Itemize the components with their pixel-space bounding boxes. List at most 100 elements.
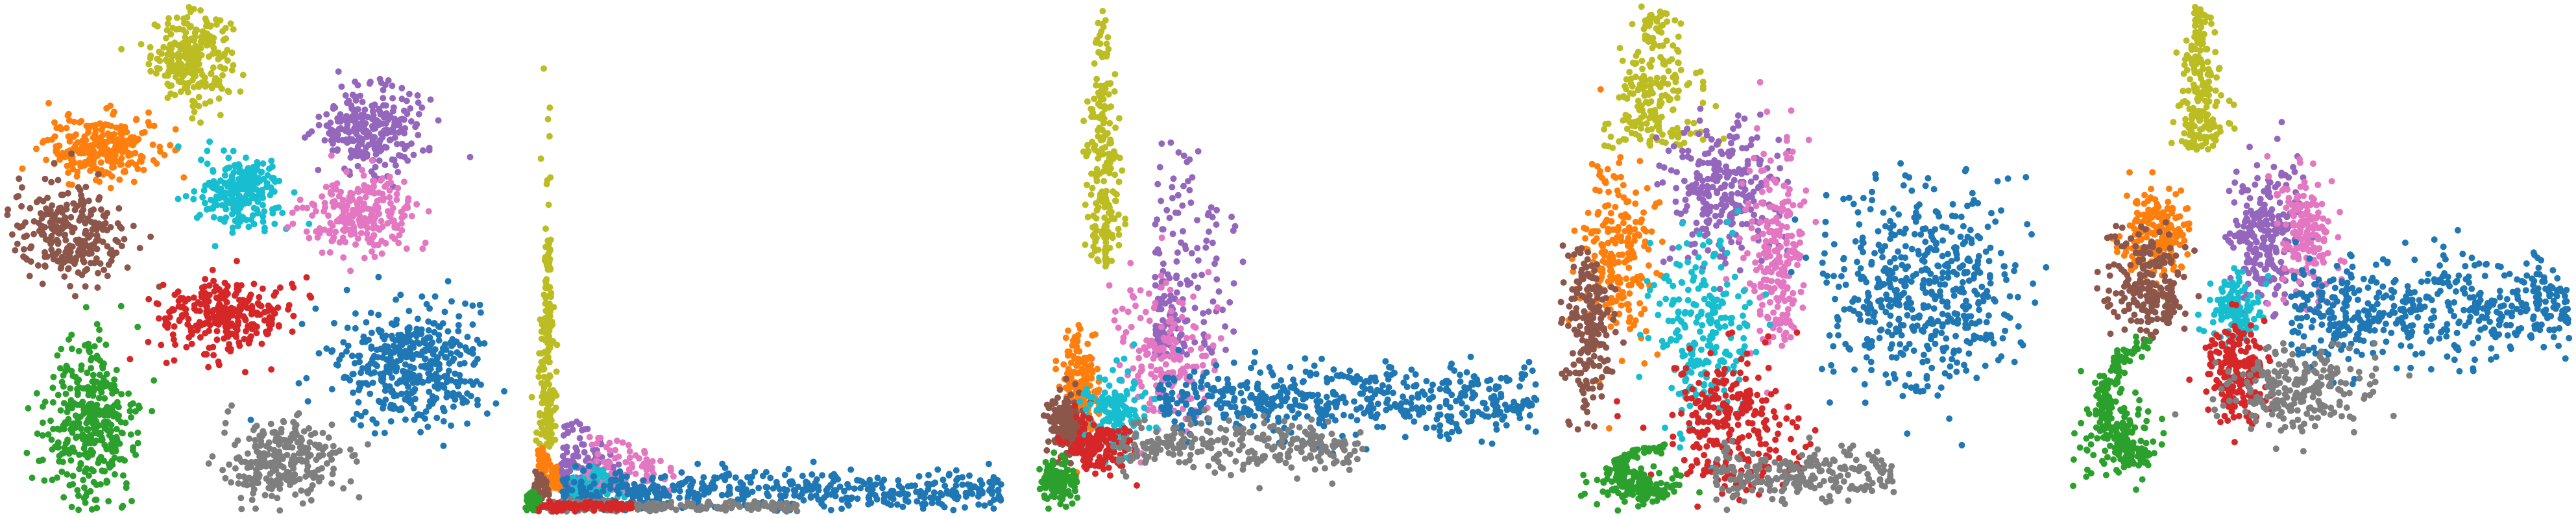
scatter-point (183, 49, 189, 56)
scatter-point (354, 235, 361, 242)
scatter-point (360, 172, 367, 179)
scatter-point (32, 145, 40, 153)
series-2 (19, 99, 188, 191)
scatter-point (540, 389, 547, 396)
scatter-point (808, 471, 816, 478)
scatter-point (1089, 184, 1096, 191)
scatter-point (304, 398, 311, 405)
scatter-point (553, 467, 560, 475)
scatter-point (111, 376, 118, 383)
scatter-point (190, 34, 197, 42)
scatter-point (228, 320, 235, 327)
scatter-point (330, 465, 337, 473)
scatter-point (586, 434, 593, 441)
scatter-point (704, 500, 711, 507)
scatter-point (321, 199, 328, 206)
scatter-point (134, 429, 141, 436)
scatter-point (293, 204, 300, 212)
scatter-point (280, 472, 287, 479)
scatter-point (332, 449, 339, 456)
scatter-point (258, 340, 265, 347)
scatter-point (104, 138, 112, 145)
scatter-point (62, 249, 69, 256)
scatter-point (257, 311, 263, 318)
scatter-point (191, 44, 198, 51)
scatter-point (582, 503, 589, 510)
scatter-point (827, 506, 834, 513)
scatter-point (88, 365, 95, 372)
scatter-point (382, 332, 389, 339)
scatter-point (315, 114, 322, 120)
scatter-point (95, 136, 103, 143)
scatter-point (1103, 53, 1110, 60)
scatter-point (912, 482, 919, 489)
scatter-point (426, 147, 433, 154)
scatter-point (606, 439, 613, 447)
scatter-point (594, 440, 600, 447)
scatter-point (367, 189, 374, 196)
scatter-point (389, 233, 396, 240)
scatter-point (226, 341, 233, 348)
scatter-point (234, 186, 241, 193)
scatter-point (587, 484, 594, 491)
scatter-point (425, 318, 432, 325)
scatter-point (395, 240, 402, 247)
scatter-point (1138, 363, 1145, 370)
scatter-point (390, 104, 397, 111)
scatter-point (361, 254, 368, 262)
scatter-point (1152, 221, 1159, 228)
scatter-point (58, 226, 66, 233)
scatter-point (326, 230, 333, 237)
scatter-point (236, 310, 243, 317)
scatter-point (405, 397, 412, 404)
scatter-point (347, 267, 354, 275)
scatter-point (128, 497, 135, 504)
scatter-point (1213, 206, 1221, 214)
scatter-point (356, 147, 363, 154)
scatter-point (417, 428, 424, 436)
scatter-point (146, 122, 153, 129)
scatter-point (1152, 323, 1160, 330)
scatter-point (95, 196, 102, 203)
scatter-point (56, 365, 64, 372)
scatter-point (167, 31, 175, 38)
scatter-point (547, 421, 554, 428)
scatter-point (627, 500, 634, 507)
scatter-point (559, 476, 566, 484)
scatter-point (1194, 217, 1200, 224)
scatter-point (397, 291, 404, 299)
scatter-point (249, 192, 256, 199)
scatter-point (312, 305, 319, 312)
scatter-point (1106, 169, 1113, 177)
scatter-point (600, 474, 607, 481)
scatter-point (253, 323, 260, 330)
scatter-point (1109, 154, 1116, 161)
scatter-point (85, 123, 92, 130)
scatter-point (295, 380, 302, 387)
scatter-point (200, 187, 208, 194)
scatter-point (400, 179, 407, 186)
scatter-point (641, 449, 648, 456)
scatter-point (101, 266, 108, 273)
scatter-point (544, 376, 551, 383)
scatter-point (358, 215, 365, 222)
scatter-point (609, 476, 616, 484)
scatter-point (49, 399, 56, 406)
scatter-point (415, 99, 422, 106)
scatter-point (200, 321, 208, 328)
scatter-point (268, 157, 275, 164)
scatter-point (77, 461, 84, 468)
scatter-point (55, 391, 62, 399)
scatter-point (211, 288, 218, 295)
scatter-point (227, 20, 234, 27)
scatter-point (542, 225, 549, 232)
scatter-point (435, 332, 443, 339)
scatter-point (461, 360, 468, 367)
scatter-point (79, 212, 86, 219)
scatter-point (385, 77, 392, 84)
scatter-point (411, 395, 419, 402)
scatter-point (93, 245, 101, 253)
scatter-point (474, 397, 481, 404)
scatter-point (1115, 241, 1123, 249)
scatter-point (193, 214, 200, 221)
